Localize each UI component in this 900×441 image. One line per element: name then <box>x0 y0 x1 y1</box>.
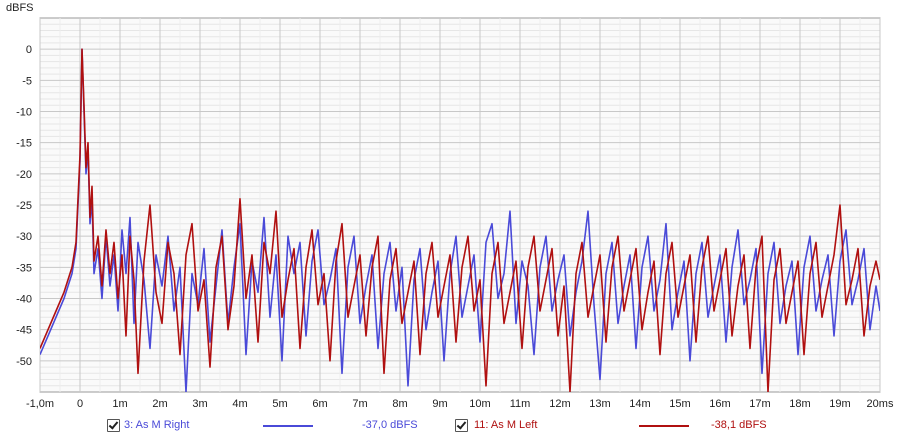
y-tick-label: -50 <box>16 356 32 368</box>
y-tick-label: -35 <box>16 262 32 274</box>
x-tick-label: 8m <box>392 398 407 410</box>
x-tick-label: 9m <box>432 398 447 410</box>
x-tick-label: 18m <box>789 398 810 410</box>
y-tick-labels: 0 -5 -10 -15 -20 -25 -30 -35 -40 -45 -50 <box>16 44 32 368</box>
legend-line-left <box>639 425 689 427</box>
y-tick-label: -40 <box>16 294 32 306</box>
x-tick-label: 12m <box>549 398 570 410</box>
x-tick-label: 7m <box>352 398 367 410</box>
x-tick-label: 14m <box>629 398 650 410</box>
legend-checkbox-left[interactable] <box>455 419 468 432</box>
y-tick-label: -15 <box>16 138 32 150</box>
y-axis-label: dBFS <box>6 2 34 14</box>
legend-name-left: 11: As M Left <box>474 419 538 431</box>
x-tick-label: 4m <box>232 398 247 410</box>
legend-value-right: -37,0 dBFS <box>362 419 418 431</box>
legend: 3: As M Right -37,0 dBFS 11: As M Left -… <box>0 419 900 435</box>
x-tick-label: 13m <box>589 398 610 410</box>
y-tick-label: -25 <box>16 200 32 212</box>
x-tick-label: 2m <box>152 398 167 410</box>
x-tick-labels: -1,0m 0 1m 2m 3m 4m 5m 6m 7m 8m 9m 10m 11m 12m 13m 14m 1… <box>26 398 894 410</box>
y-tick-label: 0 <box>26 44 32 56</box>
legend-checkbox-right[interactable] <box>107 419 120 432</box>
series-line-right <box>40 48 880 392</box>
series-layer <box>40 48 880 392</box>
x-tick-label: 16m <box>709 398 730 410</box>
x-tick-label: 20ms <box>867 398 894 410</box>
legend-line-right <box>263 425 313 427</box>
x-tick-label: 19m <box>829 398 850 410</box>
legend-name-right: 3: As M Right <box>124 419 190 431</box>
x-tick-label: -1,0m <box>26 398 54 410</box>
legend-value-left: -38,1 dBFS <box>711 419 767 431</box>
x-tick-label: 10m <box>469 398 490 410</box>
x-tick-label: 17m <box>749 398 770 410</box>
y-tick-label: -5 <box>22 75 32 87</box>
x-tick-label: 15m <box>669 398 690 410</box>
series-line-left <box>40 48 880 392</box>
x-tick-label: 5m <box>272 398 287 410</box>
y-tick-label: -10 <box>16 107 32 119</box>
y-tick-label: -30 <box>16 231 32 243</box>
x-tick-label: 3m <box>192 398 207 410</box>
x-tick-label: 11m <box>510 398 531 410</box>
x-tick-label: 6m <box>312 398 327 410</box>
x-tick-label: 0 <box>77 398 83 410</box>
y-tick-label: -45 <box>16 325 32 337</box>
y-tick-label: -20 <box>16 169 32 181</box>
x-tick-label: 1m <box>112 398 127 410</box>
